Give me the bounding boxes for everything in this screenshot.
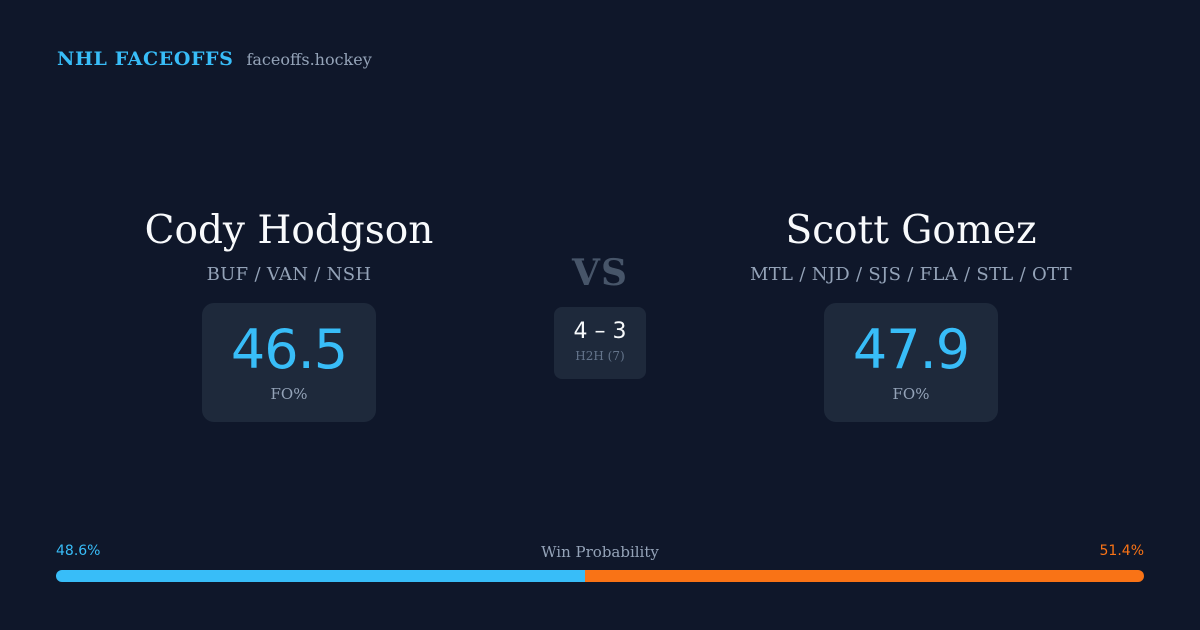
player-right-panel: Scott Gomez MTL / NJD / SJS / FLA / STL … [651, 206, 1171, 422]
player-left-teams: BUF / VAN / NSH [206, 264, 372, 285]
player-right-fo-value: 47.9 [852, 318, 970, 381]
player-right-teams: MTL / NJD / SJS / FLA / STL / OTT [750, 264, 1072, 285]
win-probability-labels: 48.6% Win Probability 51.4% [56, 543, 1144, 563]
h2h-score: 4 – 3 [573, 319, 627, 344]
win-probability-title: Win Probability [541, 543, 659, 561]
player-left-fo-value: 46.5 [230, 318, 348, 381]
player-right-fo-card: 47.9 FO% [824, 303, 998, 422]
player-right-name: Scott Gomez [785, 208, 1037, 253]
player-left-fo-card: 46.5 FO% [202, 303, 376, 422]
brand-domain: faceoffs.hockey [246, 50, 372, 69]
h2h-card: 4 – 3 H2H (7) [554, 307, 646, 379]
win-probability-bar [56, 570, 1144, 582]
win-probability-right-label: 51.4% [1099, 543, 1144, 559]
win-probability-left-fill [56, 570, 585, 582]
h2h-label: H2H (7) [575, 349, 625, 363]
player-left-name: Cody Hodgson [144, 208, 434, 253]
win-probability-left-label: 48.6% [56, 543, 101, 559]
brand-header: NHL FACEOFFS faceoffs.hockey [57, 48, 372, 70]
player-left-panel: Cody Hodgson BUF / VAN / NSH 46.5 FO% [29, 206, 549, 422]
vs-label: VS [572, 252, 628, 294]
win-probability-right-fill [584, 570, 1144, 582]
player-left-fo-label: FO% [270, 385, 308, 403]
player-right-fo-label: FO% [892, 385, 930, 403]
brand-name: NHL FACEOFFS [57, 48, 234, 70]
